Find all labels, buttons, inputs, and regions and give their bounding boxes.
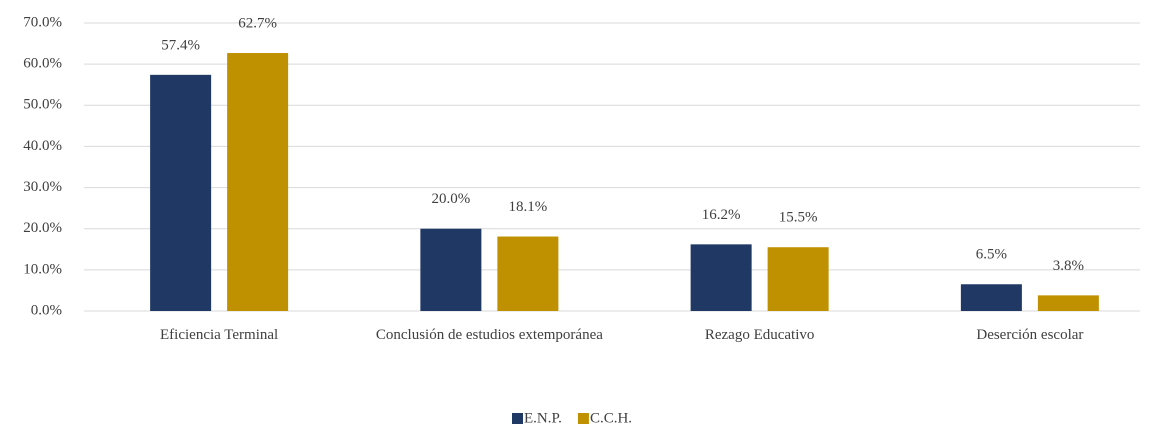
y-tick-label: 40.0% (23, 138, 62, 154)
bar (1037, 295, 1099, 311)
y-tick-label: 0.0% (31, 302, 62, 318)
bar (227, 53, 289, 311)
bar (150, 74, 212, 311)
bar (960, 284, 1022, 311)
value-label: 6.5% (976, 247, 1007, 263)
x-tick-label: Eficiencia Terminal (160, 327, 279, 343)
value-label: 15.5% (779, 210, 818, 226)
x-tick-label: Rezago Educativo (704, 327, 815, 343)
legend-swatch (577, 413, 589, 424)
value-label: 3.8% (1053, 258, 1084, 274)
bar (497, 236, 559, 311)
y-tick-label: 70.0% (23, 14, 62, 30)
value-label: 57.4% (161, 37, 200, 53)
x-tick-label: Deserción escolar (976, 327, 1084, 343)
y-tick-label: 30.0% (23, 179, 62, 195)
legend-label: C.C.H. (590, 410, 632, 426)
y-tick-label: 60.0% (23, 56, 62, 72)
legend-swatch (512, 413, 523, 424)
x-tick-label: Conclusión de estudios extemporánea (375, 327, 603, 343)
value-label: 62.7% (238, 15, 277, 31)
bar (690, 244, 752, 311)
y-tick-label: 20.0% (23, 220, 62, 236)
bar (767, 247, 829, 311)
y-tick-label: 50.0% (23, 97, 62, 113)
value-label: 20.0% (432, 191, 471, 207)
bar (420, 228, 482, 311)
legend-label: E.N.P. (524, 410, 562, 426)
value-label: 18.1% (509, 199, 548, 215)
y-tick-label: 10.0% (23, 261, 62, 277)
value-label: 16.2% (702, 207, 741, 223)
